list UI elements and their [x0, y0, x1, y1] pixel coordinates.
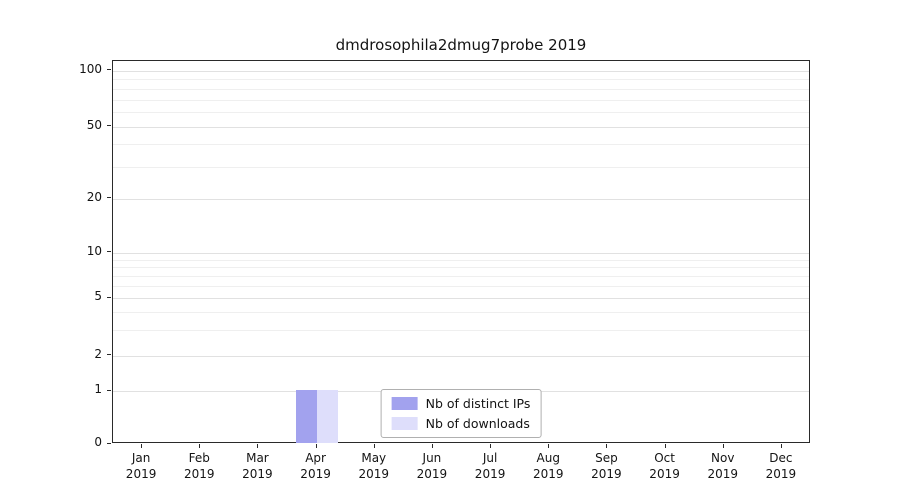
- x-tick-label: Dec 2019: [766, 451, 797, 483]
- x-tick-month: Nov: [711, 451, 735, 465]
- x-tick-label: May 2019: [358, 451, 389, 483]
- x-tick-year: 2019: [474, 466, 506, 481]
- x-tick-label: Sep 2019: [591, 451, 622, 483]
- x-tick-mark: [490, 444, 492, 448]
- x-tick-mark: [199, 444, 201, 448]
- y-tick-label: 5: [94, 289, 102, 304]
- y-tick-label: 20: [86, 189, 102, 204]
- y-tick-mark: [107, 296, 111, 298]
- x-tick-mark: [606, 444, 608, 448]
- x-tick-year: 2019: [183, 466, 215, 481]
- x-tick-mark: [141, 444, 143, 448]
- x-tick-month: Dec: [769, 451, 793, 465]
- y-tick-label: 1: [94, 382, 102, 397]
- y-tick-mark: [107, 389, 111, 391]
- y-gridline-minor: [113, 312, 809, 314]
- x-tick-year: 2019: [125, 466, 157, 481]
- x-tick-label: Aug 2019: [533, 451, 564, 483]
- y-gridline-minor: [113, 112, 809, 114]
- y-tick-label: 0: [94, 435, 102, 449]
- y-tick-label: 10: [86, 243, 102, 258]
- x-tick-label: Feb 2019: [184, 451, 215, 483]
- x-tick-month: Mar: [246, 451, 269, 465]
- bar-distinct-ips: [296, 390, 317, 443]
- x-tick-year: 2019: [242, 466, 273, 481]
- y-tick-label: 2: [94, 346, 102, 361]
- y-gridline-minor: [113, 79, 809, 81]
- x-tick-year: 2019: [649, 466, 680, 481]
- y-gridline-major: [113, 252, 809, 254]
- x-tick-label: Jun 2019: [417, 451, 448, 483]
- y-tick-label: 100: [79, 61, 102, 76]
- bar-downloads: [317, 390, 338, 443]
- x-tick-year: 2019: [765, 466, 797, 481]
- y-gridline-major: [113, 298, 809, 300]
- x-tick-mark: [431, 444, 433, 448]
- x-tick-label: Jul 2019: [475, 451, 506, 483]
- x-tick-month: Aug: [536, 451, 560, 465]
- y-tick-mark: [107, 197, 111, 199]
- x-tick-mark: [664, 444, 666, 448]
- chart-title: dmdrosophila2dmug7probe 2019: [335, 36, 587, 54]
- x-tick-year: 2019: [707, 466, 739, 481]
- legend-item: Nb of distinct IPs: [391, 396, 531, 411]
- y-gridline-minor: [113, 99, 809, 101]
- x-tick-mark: [373, 444, 375, 448]
- x-tick-month: Apr: [305, 451, 326, 465]
- x-tick-month: May: [361, 451, 387, 465]
- y-gridline-minor: [113, 88, 809, 90]
- y-gridline-minor: [113, 330, 809, 332]
- x-tick-year: 2019: [300, 466, 331, 481]
- x-tick-label: Jan 2019: [126, 451, 157, 483]
- x-tick-mark: [780, 444, 782, 448]
- x-tick-label: Oct 2019: [649, 451, 680, 483]
- y-gridline-minor: [113, 144, 809, 146]
- y-tick-mark: [107, 125, 111, 127]
- y-gridline-minor: [113, 276, 809, 278]
- y-tick-label: 50: [86, 117, 102, 132]
- x-tick-month: Jun: [422, 451, 442, 465]
- y-tick-mark: [107, 442, 111, 444]
- x-tick-year: 2019: [591, 466, 622, 481]
- y-gridline-major: [113, 126, 809, 128]
- x-tick-label: Apr 2019: [300, 451, 331, 483]
- y-tick-mark: [107, 251, 111, 253]
- x-tick-month: Feb: [188, 451, 210, 465]
- plot-area: [112, 60, 810, 443]
- x-tick-label: Mar 2019: [242, 451, 273, 483]
- x-tick-mark: [315, 444, 317, 448]
- y-tick-mark: [107, 354, 111, 356]
- y-gridline-minor: [113, 286, 809, 288]
- y-tick-mark: [107, 69, 111, 71]
- x-tick-mark: [257, 444, 259, 448]
- x-tick-year: 2019: [358, 466, 390, 481]
- x-tick-month: Jul: [482, 451, 498, 465]
- legend-swatch: [391, 417, 418, 430]
- y-gridline-minor: [113, 259, 809, 261]
- x-tick-year: 2019: [416, 466, 448, 481]
- legend-swatch: [391, 397, 418, 410]
- legend-label: Nb of downloads: [425, 416, 530, 431]
- y-gridline-major: [113, 198, 809, 200]
- y-gridline-minor: [113, 267, 809, 269]
- x-tick-month: Oct: [654, 451, 675, 465]
- x-tick-mark: [548, 444, 550, 448]
- x-tick-month: Sep: [595, 451, 618, 465]
- legend-label: Nb of distinct IPs: [425, 396, 531, 411]
- y-gridline-major: [113, 355, 809, 357]
- legend-item: Nb of downloads: [391, 416, 531, 431]
- legend: Nb of distinct IPs Nb of downloads: [380, 389, 542, 438]
- x-tick-label: Nov 2019: [707, 451, 738, 483]
- x-tick-year: 2019: [532, 466, 564, 481]
- x-tick-mark: [722, 444, 724, 448]
- y-gridline-major: [113, 70, 809, 72]
- x-tick-month: Jan: [131, 451, 151, 465]
- y-gridline-minor: [113, 167, 809, 169]
